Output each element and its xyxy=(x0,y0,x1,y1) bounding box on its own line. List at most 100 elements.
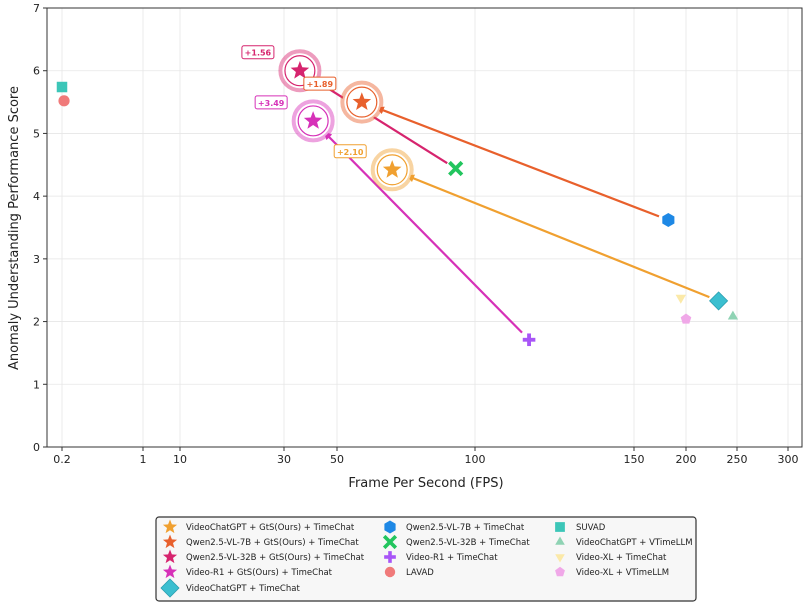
legend-marker xyxy=(555,554,565,563)
legend-marker xyxy=(384,520,396,534)
legend-label: VideoChatGPT + VTimeLLM xyxy=(576,538,693,548)
legend-marker xyxy=(162,564,178,579)
data-point xyxy=(675,294,686,304)
circle-marker xyxy=(384,566,396,578)
plot-frame xyxy=(46,7,803,448)
x-axis-title: Frame Per Second (FPS) xyxy=(348,476,503,491)
data-point xyxy=(58,95,70,107)
delta-label: +2.10 xyxy=(333,144,367,159)
y-axis-title: Anomaly Understanding Performance Score xyxy=(7,86,22,370)
delta-label-box xyxy=(333,144,367,159)
legend-label: Video-R1 + GtS(Ours) + TimeChat xyxy=(186,568,333,578)
delta-label-text: +3.49 xyxy=(258,99,285,108)
star-marker xyxy=(303,111,323,129)
legend-label: Qwen2.5-VL-7B + TimeChat xyxy=(406,523,525,533)
x-tick-label: 10 xyxy=(173,453,187,466)
square-marker xyxy=(56,81,68,93)
legend-entry: Qwen2.5-VL-32B + GtS(Ours) + TimeChat xyxy=(162,549,365,564)
data-point xyxy=(709,291,729,311)
y-axis-ticks: 0 1 2 3 4 5 6 7 xyxy=(33,2,47,454)
delta-label-box xyxy=(303,76,337,91)
star-marker xyxy=(162,519,178,534)
y-tick-label: 6 xyxy=(33,65,40,78)
data-point xyxy=(522,333,536,347)
improvement-arrow xyxy=(406,174,710,299)
x-marker-stroke xyxy=(382,534,398,550)
x-tick-label: 300 xyxy=(778,453,799,466)
legend-marker xyxy=(162,549,178,564)
legend-entry: Video-XL + VTimeLLM xyxy=(555,566,669,578)
legend-marker xyxy=(555,566,565,577)
legend-entry: SUVAD xyxy=(555,522,606,533)
legend-entry: Qwen2.5-VL-32B + TimeChat xyxy=(382,534,530,550)
improvement-arrow xyxy=(375,106,660,218)
legend-entry: Video-XL + TimeChat xyxy=(555,553,667,563)
star-marker xyxy=(290,61,310,79)
legend-entry: VideoChatGPT + GtS(Ours) + TimeChat xyxy=(162,519,355,534)
delta-label-text: +2.10 xyxy=(337,148,364,157)
pentagon-marker xyxy=(555,566,565,577)
y-tick-label: 5 xyxy=(33,127,40,140)
legend-marker xyxy=(555,522,565,532)
triangle-down-marker xyxy=(675,294,686,304)
legend-label: VideoChatGPT + GtS(Ours) + TimeChat xyxy=(186,523,355,533)
data-point xyxy=(680,313,692,324)
data-point xyxy=(727,310,739,320)
hexagon-marker xyxy=(384,520,396,534)
delta-label-text: +1.89 xyxy=(307,80,334,89)
y-tick-label: 1 xyxy=(33,378,40,391)
pentagon-marker xyxy=(680,313,692,324)
legend-marker xyxy=(160,578,180,598)
x-tick-label: 0.2 xyxy=(53,453,71,466)
grid xyxy=(47,8,802,447)
y-tick-label: 2 xyxy=(33,316,40,329)
y-tick-label: 7 xyxy=(33,2,40,15)
star-marker xyxy=(162,549,178,564)
data-point xyxy=(662,213,675,227)
y-tick-label: 0 xyxy=(33,441,40,454)
x-axis-ticks: 0.2 1 10 30 50 100 150 200 250 300 xyxy=(53,447,799,466)
x-tick-label: 50 xyxy=(330,453,344,466)
x-tick-label: 1 xyxy=(140,453,147,466)
x-tick-label: 150 xyxy=(624,453,645,466)
delta-label: +1.89 xyxy=(303,76,337,91)
legend-entry: LAVAD xyxy=(384,566,434,578)
data-point xyxy=(56,81,68,93)
x-tick-label: 200 xyxy=(676,453,697,466)
data-point xyxy=(370,148,414,192)
legend-label: Qwen2.5-VL-32B + TimeChat xyxy=(406,538,530,548)
x-tick-label: 100 xyxy=(465,453,486,466)
legend-label: LAVAD xyxy=(406,568,434,578)
legend-label: Video-XL + VTimeLLM xyxy=(576,568,669,578)
delta-label: +3.49 xyxy=(254,95,288,110)
x-tick-label: 30 xyxy=(277,453,291,466)
y-tick-label: 4 xyxy=(33,190,40,203)
legend-marker xyxy=(162,519,178,534)
star-marker xyxy=(162,564,178,579)
square-marker xyxy=(555,522,565,532)
data-point xyxy=(340,80,384,124)
diamond-marker xyxy=(709,291,729,311)
y-tick-label: 3 xyxy=(33,253,40,266)
legend-entry: Video-R1 + TimeChat xyxy=(384,551,498,563)
x-tick-label: 250 xyxy=(727,453,748,466)
triangle-marker xyxy=(727,310,739,320)
triangle-down-marker xyxy=(555,554,565,563)
star-marker xyxy=(162,534,178,549)
legend-entry: Qwen2.5-VL-7B + TimeChat xyxy=(384,520,525,534)
data-point xyxy=(291,99,335,143)
legend-entry: Video-R1 + GtS(Ours) + TimeChat xyxy=(162,564,333,579)
star-marker xyxy=(352,92,372,110)
diamond-marker xyxy=(160,578,180,598)
legend-marker xyxy=(162,534,178,549)
legend-label: VideoChatGPT + TimeChat xyxy=(186,584,300,594)
legend-label: Qwen2.5-VL-32B + GtS(Ours) + TimeChat xyxy=(186,553,365,563)
delta-label: +1.56 xyxy=(241,45,275,60)
improvement-arrows xyxy=(312,78,710,334)
legend-box xyxy=(155,516,697,602)
legend-marker xyxy=(382,534,398,550)
delta-label-box xyxy=(241,45,275,60)
data-point xyxy=(448,160,464,177)
